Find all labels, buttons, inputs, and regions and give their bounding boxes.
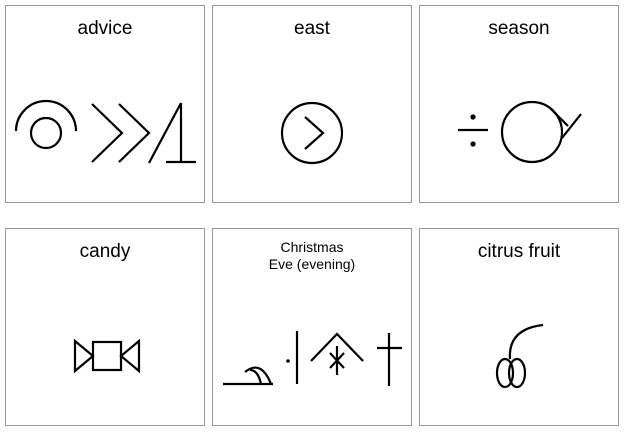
card-label: Christmas Eve (evening) <box>213 239 411 273</box>
card-candy[interactable]: candy <box>5 228 205 426</box>
card-label-line-1: Christmas <box>280 239 344 255</box>
candy-symbol-icon <box>73 338 141 374</box>
card-label: season <box>488 18 550 39</box>
card-label: citrus fruit <box>477 241 561 262</box>
east-symbol-icon <box>280 101 344 165</box>
card-label: advice <box>77 18 133 39</box>
season-symbol-icon <box>458 100 582 164</box>
card-season[interactable]: season <box>419 5 619 203</box>
card-christmas-eve[interactable]: Christmas Eve (evening) <box>212 228 412 426</box>
christmas-eve-symbol-icon <box>223 331 402 386</box>
card-label: east <box>294 18 330 39</box>
card-citrus-fruit[interactable]: citrus fruit <box>419 228 619 426</box>
citrus-fruit-symbol-icon <box>495 323 544 389</box>
card-advice[interactable]: advice <box>5 5 205 203</box>
card-label: candy <box>79 241 131 262</box>
card-label-line-2: Eve (evening) <box>268 256 356 272</box>
card-east[interactable]: east <box>212 5 412 203</box>
advice-symbol-icon <box>14 99 196 164</box>
